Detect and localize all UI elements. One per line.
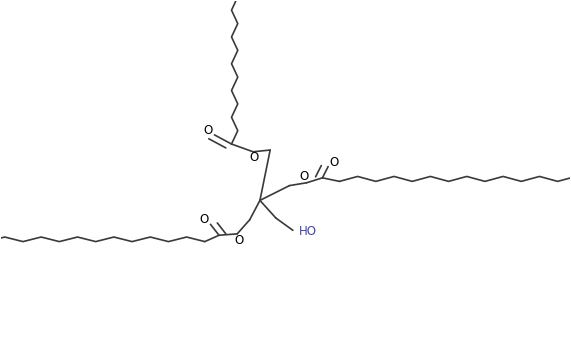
Text: O: O: [199, 213, 208, 226]
Text: HO: HO: [299, 225, 316, 238]
Text: O: O: [300, 170, 309, 183]
Text: O: O: [250, 151, 259, 164]
Text: O: O: [329, 156, 339, 169]
Text: O: O: [235, 234, 244, 247]
Text: O: O: [203, 124, 212, 137]
